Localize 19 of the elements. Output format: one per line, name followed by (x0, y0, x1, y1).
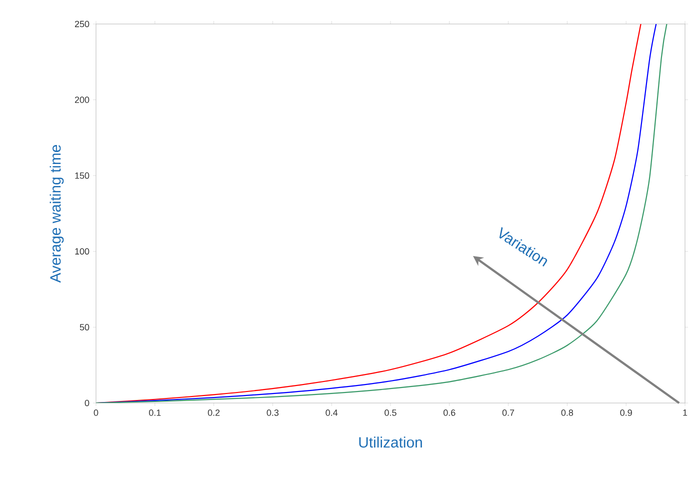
x-tick-label: 0.3 (266, 410, 279, 416)
x-tick-label: 0.8 (561, 410, 574, 416)
x-tick-label: 0 (94, 410, 98, 416)
x-tick-label: 0.4 (326, 410, 338, 416)
y-tick-label: 0 (84, 400, 90, 406)
y-axis-title: Average waiting time (50, 144, 64, 283)
x-tick-label: 0.5 (384, 410, 396, 416)
x-tick-label: 0.7 (502, 410, 514, 416)
y-tick-label: 150 (75, 172, 90, 179)
y-tick-label: 50 (80, 324, 90, 330)
x-tick-label: 1 (683, 410, 688, 416)
x-tick-label: 0.6 (444, 410, 456, 416)
x-tick-label: 0.2 (208, 410, 220, 416)
y-tick-label: 200 (74, 96, 90, 103)
x-tick-label: 0.9 (620, 410, 632, 416)
x-tick-label: 0.1 (149, 410, 161, 416)
x-axis-title: Utilization (359, 436, 422, 448)
y-tick-label: 100 (75, 248, 90, 255)
y-tick-label: 250 (74, 20, 90, 28)
